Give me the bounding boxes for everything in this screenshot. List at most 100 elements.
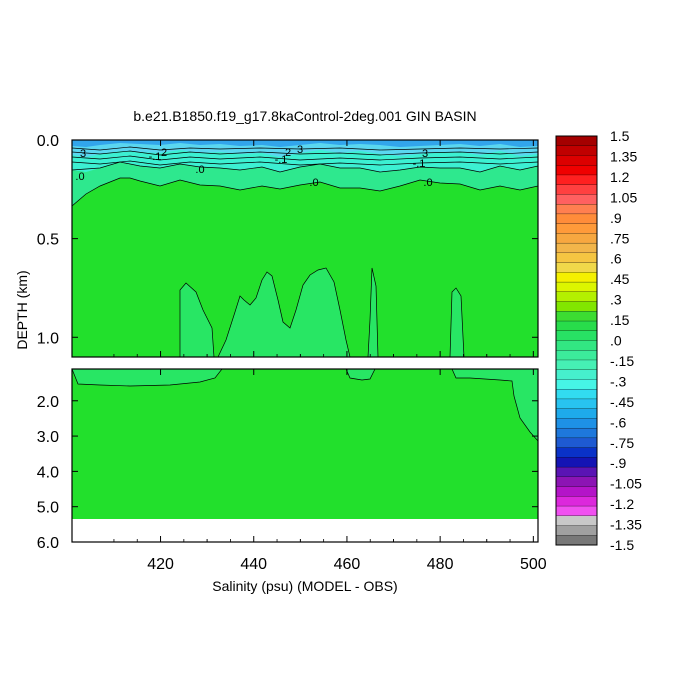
colorbar-swatch <box>555 515 598 526</box>
colorbar-swatch <box>555 398 598 410</box>
x-tick-label: 460 <box>334 556 361 573</box>
chart-title: b.e21.B1850.f19_g17.8kaControl-2deg.001 … <box>133 108 476 124</box>
x-tick-label: 500 <box>520 556 547 573</box>
upper-panel <box>72 140 538 357</box>
colorbar-swatch <box>555 301 598 312</box>
contour-labels: 3 -.1 2.0.02 3-.1.03-.1.0 <box>75 144 432 189</box>
colorbar-swatch <box>555 135 598 147</box>
colorbar-swatch <box>555 272 598 283</box>
x-tick-label: 420 <box>147 556 174 573</box>
x-tick-label: 440 <box>240 556 267 573</box>
colorbar-label: 1.05 <box>610 189 637 205</box>
x-tick-label: 480 <box>427 556 454 573</box>
colorbar-swatch <box>555 145 598 156</box>
colorbar-label: .6 <box>610 251 622 267</box>
contour-label: -.1 <box>149 151 162 163</box>
colorbar-swatch <box>555 262 598 273</box>
contour-label: 3 <box>297 144 303 156</box>
colorbar-label: -.9 <box>610 455 627 471</box>
colorbar-swatch <box>555 340 598 351</box>
colorbar-swatch <box>555 252 598 264</box>
colorbar-label: .3 <box>610 292 622 308</box>
y-tick-label: 5.0 <box>37 500 59 517</box>
contour-label: .0 <box>75 171 84 183</box>
colorbar-swatch <box>555 418 598 429</box>
lower-surface-patch <box>72 369 538 442</box>
upper-surface-band-blue <box>72 140 538 147</box>
colorbar-swatch <box>555 174 598 186</box>
colorbar-swatch <box>555 184 598 195</box>
colorbar-swatch <box>555 213 598 225</box>
colorbar-label: -.75 <box>610 435 634 451</box>
colorbar-swatch <box>555 535 598 546</box>
y-tick-label: 1.0 <box>37 330 59 347</box>
colorbar-label: -.3 <box>610 373 627 389</box>
colorbar-label: -1.35 <box>610 517 642 533</box>
y-axis-label: DEPTH (km) <box>14 270 30 349</box>
y-tick-label: 2.0 <box>37 394 59 411</box>
contour-label: 3 <box>80 148 86 160</box>
colorbar-swatch <box>555 155 598 166</box>
contour-label: .0 <box>195 164 204 176</box>
colorbar-label: -1.05 <box>610 476 642 492</box>
colorbar-swatch <box>555 291 598 302</box>
colorbar-swatch <box>555 447 598 458</box>
colorbar-swatch <box>555 223 598 234</box>
contour-label: .0 <box>309 177 318 189</box>
contour-label: .0 <box>423 177 432 189</box>
x-axis-label: Salinity (psu) (MODEL - OBS) <box>212 578 397 594</box>
colorbar-swatch <box>555 476 598 488</box>
colorbar-swatch <box>555 437 598 449</box>
y-tick-label: 6.0 <box>37 535 59 552</box>
colorbar-swatch <box>555 359 598 371</box>
colorbar-swatch <box>555 165 598 176</box>
colorbar-swatch <box>555 320 598 332</box>
colorbar-swatch <box>555 525 598 536</box>
lower-panel-missing-data <box>72 519 538 542</box>
colorbar-label: -1.2 <box>610 496 634 512</box>
colorbar-label: -.6 <box>610 414 627 430</box>
y-axis-ticks: 0.00.51.02.03.04.05.06.0 <box>37 133 538 552</box>
colorbar-label: -.45 <box>610 394 634 410</box>
colorbar-label: 1.2 <box>610 169 630 185</box>
colorbar-swatch <box>555 204 598 215</box>
upper-surface-contour-lines <box>72 146 538 207</box>
colorbar-swatch <box>555 350 598 361</box>
y-tick-label: 0.0 <box>37 133 59 150</box>
colorbar-swatch <box>555 369 598 380</box>
lower-panel-base-fill <box>72 369 538 519</box>
contour-label: 2 <box>285 147 291 159</box>
y-tick-label: 4.0 <box>37 464 59 481</box>
colorbar-swatch <box>555 311 598 322</box>
colorbar-swatch <box>555 496 598 507</box>
contour-label: -.1 <box>275 154 288 166</box>
colorbar: 1.5 1.35 1.2 1.05 .9 .75 .6 .45 .3 .15 .0 -.15 -.3 -.… <box>555 128 642 553</box>
colorbar-label: 1.5 <box>610 128 630 144</box>
colorbar-label: -1.5 <box>610 537 634 553</box>
contour-label: -.1 <box>413 158 426 170</box>
colorbar-swatch <box>555 466 598 478</box>
colorbar-swatch <box>555 330 598 341</box>
y-tick-label: 3.0 <box>37 429 59 446</box>
upper-panel-frame <box>71 139 539 358</box>
lower-panel <box>72 369 538 542</box>
colorbar-swatch <box>555 457 598 468</box>
x-axis-ticks: 420 440 460 480 500 <box>113 140 547 573</box>
colorbar-swatch <box>555 427 598 439</box>
colorbar-label: -.15 <box>610 353 634 369</box>
y-tick-label: 0.5 <box>37 232 59 249</box>
upper-deep-patches <box>179 267 465 357</box>
colorbar-frame <box>555 135 598 546</box>
colorbar-swatch <box>555 281 598 293</box>
colorbar-label: .15 <box>610 312 630 328</box>
colorbar-swatch <box>555 505 598 517</box>
colorbar-label: 1.35 <box>610 148 637 164</box>
colorbar-swatch <box>555 389 598 400</box>
contour-label: 3 <box>422 148 428 160</box>
colorbar-swatch <box>555 242 598 254</box>
lower-panel-frame <box>71 368 539 543</box>
colorbar-label: .45 <box>610 271 630 287</box>
contour-label: 2 <box>161 147 167 159</box>
colorbar-label: .75 <box>610 230 630 246</box>
